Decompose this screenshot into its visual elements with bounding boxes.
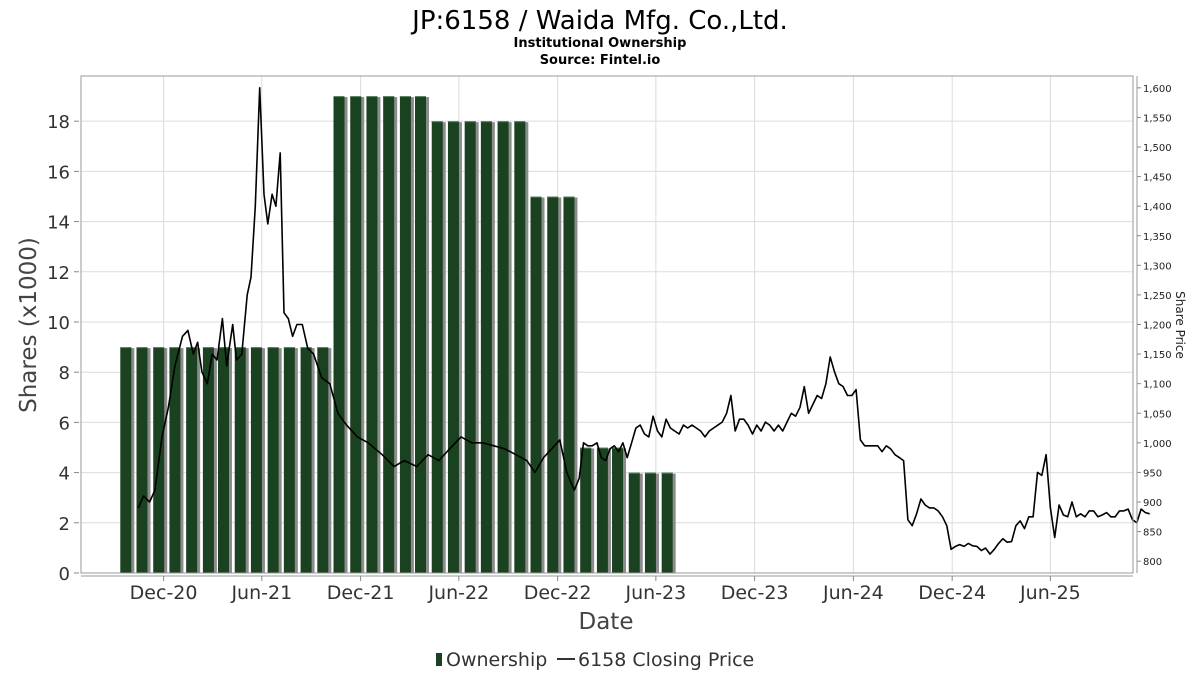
y2-tick-label: 1,100 xyxy=(1143,380,1172,391)
y2-tick-label: 1,250 xyxy=(1143,291,1172,302)
ownership-bar xyxy=(431,121,443,573)
ownership-bar xyxy=(447,121,459,573)
y2-tick-label: 1,450 xyxy=(1143,173,1172,184)
ownership-bar xyxy=(317,347,329,573)
ownership-bar xyxy=(580,447,592,573)
y-tick-label: 2 xyxy=(59,514,70,535)
x-tick-label: Jun-24 xyxy=(822,582,884,604)
y2-tick-label: 1,400 xyxy=(1143,202,1172,213)
ownership-bar xyxy=(300,347,312,573)
right-axis-ticks: 800 850 900 950 1,000 1,050 1,100 1,150 1,200 1,2… xyxy=(1137,84,1172,568)
ownership-bar xyxy=(186,347,198,573)
price-line-layer xyxy=(137,87,1150,555)
ownership-bar xyxy=(497,121,509,573)
x-tick-label: Dec-24 xyxy=(918,582,986,604)
y2-tick-label: 1,300 xyxy=(1143,261,1172,272)
x-tick-label: Dec-22 xyxy=(524,582,592,604)
x-axis-ticks: Dec-20 Jun-21 Dec-21 Jun-22 Dec-22 Jun-23 Dec-… xyxy=(130,576,1081,604)
y-tick-label: 18 xyxy=(47,112,70,133)
ownership-bar xyxy=(234,347,246,573)
y2-tick-label: 1,500 xyxy=(1143,143,1172,154)
y2-tick-label: 1,000 xyxy=(1143,439,1172,450)
y2-tick-label: 850 xyxy=(1143,528,1162,539)
ownership-bar xyxy=(628,472,640,573)
ownership-bar xyxy=(514,121,526,573)
x-tick-label: Dec-20 xyxy=(130,582,198,604)
y2-tick-label: 800 xyxy=(1143,557,1162,568)
price-line xyxy=(137,87,1150,555)
chart-source: Source: Fintel.io xyxy=(540,53,661,68)
y2-tick-label: 900 xyxy=(1143,498,1162,509)
ownership-bar xyxy=(202,347,214,573)
y-tick-label: 12 xyxy=(47,263,70,284)
y-tick-label: 14 xyxy=(47,213,70,234)
x-tick-label: Jun-21 xyxy=(230,582,292,604)
ownership-bar xyxy=(530,196,542,573)
y-tick-label: 16 xyxy=(47,162,70,183)
y2-tick-label: 1,550 xyxy=(1143,113,1172,124)
ownership-bar xyxy=(350,96,362,573)
x-axis-title: Date xyxy=(579,609,634,635)
x-tick-label: Jun-22 xyxy=(427,582,489,604)
chart-subtitle: Institutional Ownership xyxy=(514,36,687,51)
y-tick-label: 6 xyxy=(59,413,70,434)
y-tick-label: 10 xyxy=(47,313,70,334)
chart-title: JP:6158 / Waida Mfg. Co.,Ltd. xyxy=(410,6,788,36)
y2-tick-label: 1,050 xyxy=(1143,409,1172,420)
ownership-bar xyxy=(217,347,229,573)
y-tick-label: 4 xyxy=(59,464,70,485)
x-tick-label: Dec-21 xyxy=(327,582,395,604)
y2-tick-label: 950 xyxy=(1143,468,1162,479)
ownership-bars xyxy=(120,96,676,573)
x-tick-label: Dec-23 xyxy=(721,582,789,604)
ownership-bar xyxy=(383,96,395,573)
ownership-bar xyxy=(250,347,262,573)
legend-ownership-label: Ownership xyxy=(446,649,547,671)
ownership-bar xyxy=(563,196,575,573)
ownership-bar xyxy=(136,347,148,573)
ownership-bar xyxy=(596,447,608,573)
y-tick-label: 8 xyxy=(59,363,70,384)
y2-tick-label: 1,600 xyxy=(1143,84,1172,95)
y-axis-title: Shares (x1000) xyxy=(16,237,42,413)
ownership-bar xyxy=(169,347,181,573)
ownership-bar xyxy=(612,447,624,573)
ownership-bar xyxy=(267,347,279,573)
ownership-bar xyxy=(480,121,492,573)
ownership-bar xyxy=(661,472,673,573)
ownership-bar xyxy=(283,347,295,573)
y2-tick-label: 1,350 xyxy=(1143,232,1172,243)
legend: Ownership 6158 Closing Price xyxy=(436,649,754,671)
ownership-bar xyxy=(399,96,411,573)
x-tick-label: Jun-25 xyxy=(1019,582,1081,604)
ownership-bar xyxy=(644,472,656,573)
x-tick-label: Jun-23 xyxy=(624,582,686,604)
ownership-bar xyxy=(333,96,345,573)
legend-ownership-marker xyxy=(436,653,442,666)
legend-price-label: 6158 Closing Price xyxy=(578,649,754,671)
ownership-bar xyxy=(120,347,132,573)
ownership-bar xyxy=(547,196,559,573)
ownership-bar xyxy=(415,96,427,573)
ownership-bar xyxy=(464,121,476,573)
left-axis-ticks: 0 2 4 6 8 10 12 14 16 18 xyxy=(47,112,79,585)
y2-tick-label: 1,200 xyxy=(1143,321,1172,332)
y-tick-label: 0 xyxy=(59,564,70,585)
plot-border xyxy=(80,75,1134,574)
y2-tick-label: 1,150 xyxy=(1143,350,1172,361)
ownership-bar xyxy=(366,96,378,573)
y2-axis-title: Share Price xyxy=(1173,291,1187,359)
